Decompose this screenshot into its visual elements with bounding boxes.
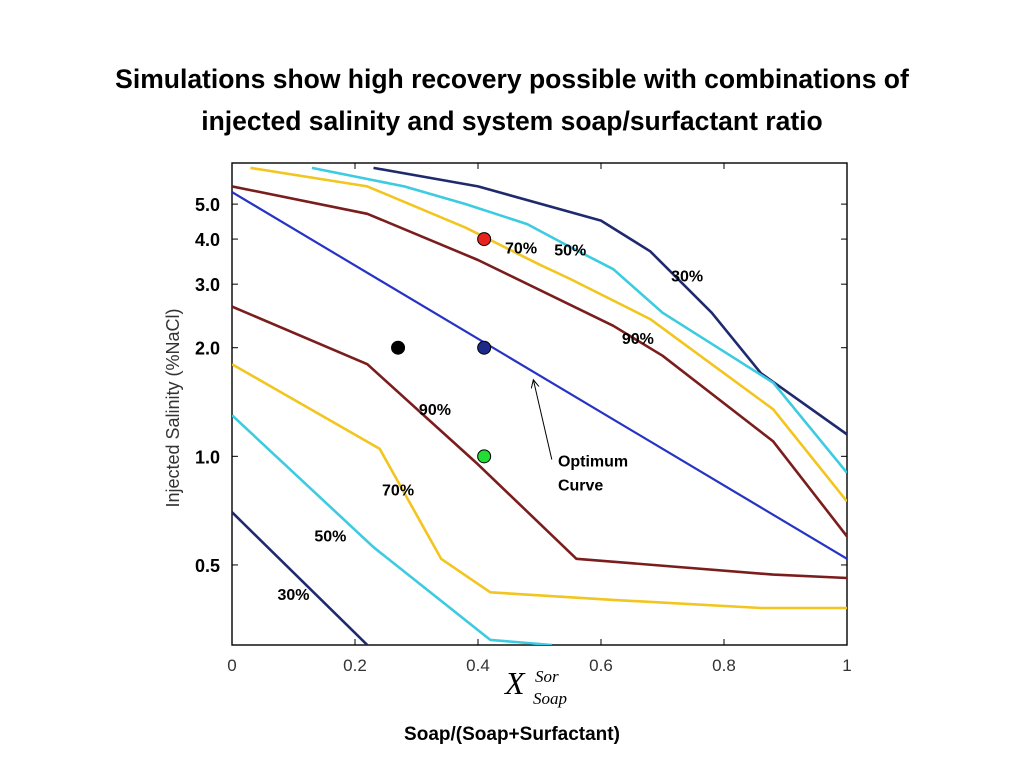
contour-lines — [232, 166, 847, 645]
y-tick-label: 5.0 — [195, 195, 220, 215]
contour-label: 50% — [554, 243, 586, 260]
contour-line — [232, 414, 552, 645]
data-point-red — [477, 232, 492, 247]
data-point-navy — [477, 340, 492, 355]
contour-label: 70% — [382, 482, 414, 499]
y-tick-label: 3.0 — [195, 275, 220, 295]
contour-line — [232, 185, 847, 538]
y-tick-label: 4.0 — [195, 230, 220, 250]
x-tick-label: 0.8 — [712, 656, 736, 675]
x-symbol-subscript: Soap — [533, 689, 567, 708]
x-axis-caption: Soap/(Soap+Surfactant) — [404, 724, 620, 745]
x-tick-label: 0.4 — [466, 656, 490, 675]
contour-label: 70% — [505, 240, 537, 257]
optimum-curve — [232, 191, 847, 560]
x-tick-label: 1 — [842, 656, 851, 675]
annotation-arrow — [533, 380, 553, 460]
contour-line — [232, 511, 369, 645]
slide-title: Simulations show high recovery possible … — [40, 58, 984, 142]
contour-line — [373, 166, 847, 436]
contour-line — [232, 363, 847, 610]
title-line-1: Simulations show high recovery possible … — [115, 64, 909, 94]
y-tick-label: 0.5 — [195, 556, 220, 576]
data-point-black — [391, 340, 406, 355]
contour-label: 90% — [419, 402, 451, 419]
x-tick-label: 0 — [227, 656, 236, 675]
y-tick-label: 1.0 — [195, 447, 220, 467]
y-axis-label: Injected Salinity (%NaCl) — [163, 308, 183, 507]
data-point-green — [477, 449, 492, 464]
x-symbol-main: X — [505, 665, 525, 701]
x-tick-label: 0.2 — [343, 656, 367, 675]
x-tick-label: 0.6 — [589, 656, 613, 675]
contour-line — [232, 305, 847, 580]
contour-label: 90% — [622, 331, 654, 348]
annotation-text-line1: Optimum — [558, 453, 628, 470]
y-tick-label: 2.0 — [195, 339, 220, 359]
contour-label: 30% — [277, 587, 309, 604]
contour-line — [311, 166, 847, 474]
x-symbol-superscript: Sor — [535, 667, 559, 686]
title-line-2: injected salinity and system soap/surfac… — [201, 106, 823, 136]
contour-label: 50% — [314, 529, 346, 546]
annotation-text-line2: Curve — [558, 477, 603, 494]
contour-label: 30% — [671, 269, 703, 286]
contour-line — [250, 166, 847, 503]
